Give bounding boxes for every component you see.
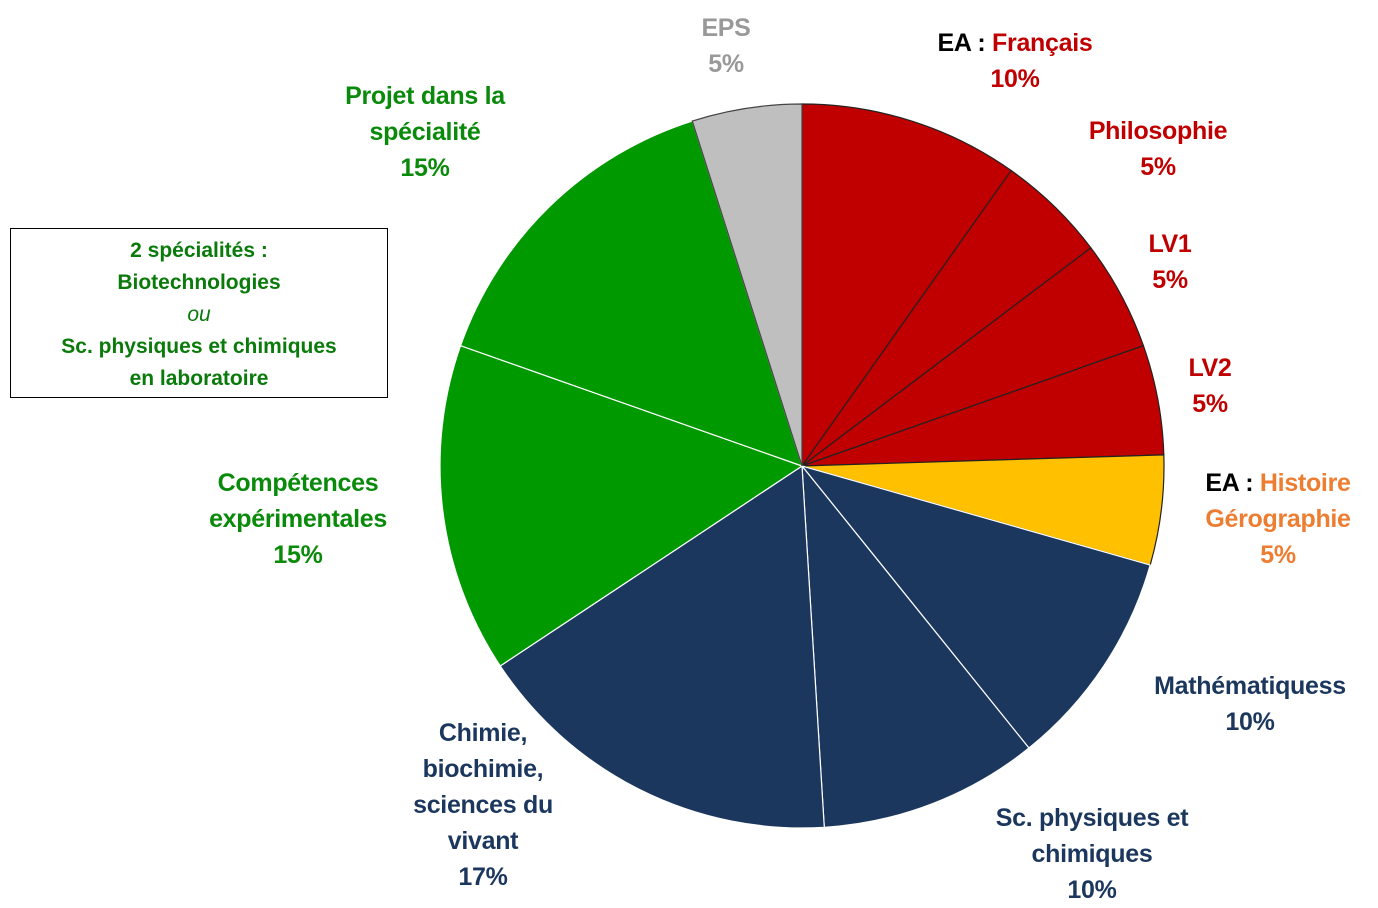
value-label: 5%: [1152, 266, 1188, 294]
category-name: LV1: [1148, 230, 1192, 258]
slice-label: EA : Histoire Gérographie 5%: [1205, 465, 1351, 573]
value-label: 5%: [1140, 153, 1176, 181]
category-name: Mathématiquess: [1154, 672, 1346, 700]
slice-label: EA : Français 10%: [938, 25, 1093, 97]
slice-label: Chimie, biochimie, sciences du vivant 17%: [413, 715, 553, 895]
pie-slice: [801, 464, 1030, 828]
value-label: 10%: [1067, 876, 1117, 904]
note-line: 2 spécialités :: [130, 239, 268, 262]
value-label: 10%: [1225, 708, 1275, 736]
pie-slice: [439, 344, 804, 667]
slice-label: Mathématiquess 10%: [1154, 668, 1346, 740]
note-box: 2 spécialités : Biotechnologies ou Sc. phys…: [10, 228, 388, 398]
category-name: Chimie, biochimie, sciences du vivant: [413, 719, 553, 855]
note-line: ou: [187, 303, 211, 326]
value-label: 15%: [400, 154, 450, 182]
slice-label: Projet dans la spécialité 15%: [345, 78, 505, 186]
slice-label: Compétences expérimentales 15%: [209, 465, 387, 573]
value-label: 10%: [990, 65, 1040, 93]
value-label: 5%: [1192, 390, 1228, 418]
slice-label: EPS 5%: [701, 10, 750, 82]
note-line: Sc. physiques et chimiques: [61, 335, 337, 358]
category-name: EPS: [701, 14, 751, 42]
note-line: Biotechnologies: [117, 271, 281, 294]
value-label: 15%: [273, 541, 323, 569]
slice-label: LV1 5%: [1148, 226, 1191, 298]
category-name: Projet dans la spécialité: [345, 82, 505, 146]
pie-slice: [691, 103, 803, 467]
category-name: Philosophie: [1088, 117, 1228, 145]
category-name: Sc. physiques et chimiques: [995, 804, 1189, 868]
slice-label: Philosophie 5%: [1088, 113, 1228, 185]
value-label: 5%: [708, 50, 744, 78]
pie-slice: [459, 120, 803, 467]
value-label: 5%: [1260, 541, 1296, 569]
slice-label: LV2 5%: [1188, 350, 1231, 422]
category-name: EA : Français: [937, 29, 1093, 57]
category-name: LV2: [1188, 354, 1232, 382]
pie-slice: [499, 464, 825, 829]
slice-label: Sc. physiques et chimiques 10%: [996, 800, 1189, 908]
category-name: Compétences expérimentales: [209, 469, 387, 533]
note-line: en laboratoire: [129, 367, 269, 390]
pie-slice: [801, 103, 1012, 468]
category-name: EA : Histoire Gérographie: [1205, 469, 1351, 533]
pie-slice: [800, 464, 1151, 749]
value-label: 17%: [458, 863, 508, 891]
